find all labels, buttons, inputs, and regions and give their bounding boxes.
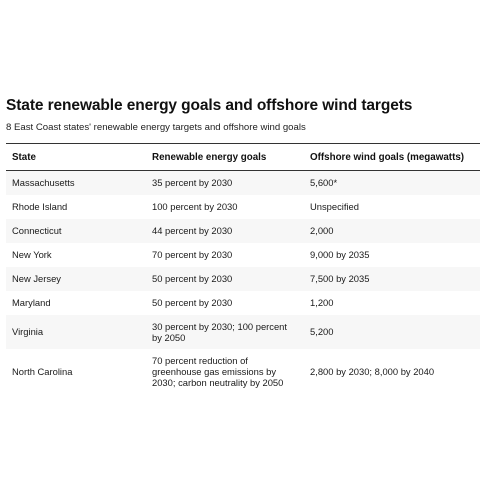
cell-state: North Carolina xyxy=(6,348,146,395)
column-header-renewable: Renewable energy goals xyxy=(146,143,304,171)
cell-renewable: 30 percent by 2030; 100 percent by 2050 xyxy=(146,314,304,349)
cell-wind: 5,600* xyxy=(304,170,480,195)
cell-wind: 9,000 by 2035 xyxy=(304,242,480,267)
table-row: North Carolina 70 percent reduction of g… xyxy=(6,348,480,395)
cell-state: Connecticut xyxy=(6,218,146,243)
cell-renewable: 50 percent by 2030 xyxy=(146,290,304,315)
cell-wind: 2,800 by 2030; 8,000 by 2040 xyxy=(304,348,480,395)
cell-state: Rhode Island xyxy=(6,194,146,219)
table-row: New Jersey 50 percent by 2030 7,500 by 2… xyxy=(6,266,480,291)
cell-renewable: 70 percent by 2030 xyxy=(146,242,304,267)
table-row: Virginia 30 percent by 2030; 100 percent… xyxy=(6,314,480,349)
cell-renewable-text: 70 percent reduction of greenhouse gas e… xyxy=(152,355,284,388)
page-title: State renewable energy goals and offshor… xyxy=(6,97,413,114)
cell-wind: 1,200 xyxy=(304,290,480,315)
table-row: Connecticut 44 percent by 2030 2,000 xyxy=(6,218,480,243)
table-row: Maryland 50 percent by 2030 1,200 xyxy=(6,290,480,315)
cell-renewable: 100 percent by 2030 xyxy=(146,194,304,219)
goals-table: State Renewable energy goals Offshore wi… xyxy=(6,143,480,395)
table-row: New York 70 percent by 2030 9,000 by 203… xyxy=(6,242,480,267)
cell-wind: 7,500 by 2035 xyxy=(304,266,480,291)
column-header-wind: Offshore wind goals (megawatts) xyxy=(304,143,480,171)
table-body: Massachusetts 35 percent by 2030 5,600* … xyxy=(6,170,480,395)
cell-state: Virginia xyxy=(6,314,146,349)
cell-renewable: 70 percent reduction of greenhouse gas e… xyxy=(146,348,304,395)
cell-wind: 2,000 xyxy=(304,218,480,243)
cell-state: New York xyxy=(6,242,146,267)
cell-state: Massachusetts xyxy=(6,170,146,195)
cell-renewable: 44 percent by 2030 xyxy=(146,218,304,243)
column-header-state: State xyxy=(6,143,146,171)
table-row: Massachusetts 35 percent by 2030 5,600* xyxy=(6,170,480,195)
cell-wind: 5,200 xyxy=(304,314,480,349)
cell-renewable: 50 percent by 2030 xyxy=(146,266,304,291)
cell-wind: Unspecified xyxy=(304,194,480,219)
table-header: State Renewable energy goals Offshore wi… xyxy=(6,143,480,171)
cell-state: Maryland xyxy=(6,290,146,315)
page-subtitle: 8 East Coast states' renewable energy ta… xyxy=(6,122,306,133)
table-row: Rhode Island 100 percent by 2030 Unspeci… xyxy=(6,194,480,219)
cell-renewable-text: 30 percent by 2030; 100 percent by 2050 xyxy=(152,320,287,343)
header-row: State Renewable energy goals Offshore wi… xyxy=(6,143,480,171)
cell-state: New Jersey xyxy=(6,266,146,291)
cell-renewable: 35 percent by 2030 xyxy=(146,170,304,195)
table-card: State renewable energy goals and offshor… xyxy=(6,96,480,395)
